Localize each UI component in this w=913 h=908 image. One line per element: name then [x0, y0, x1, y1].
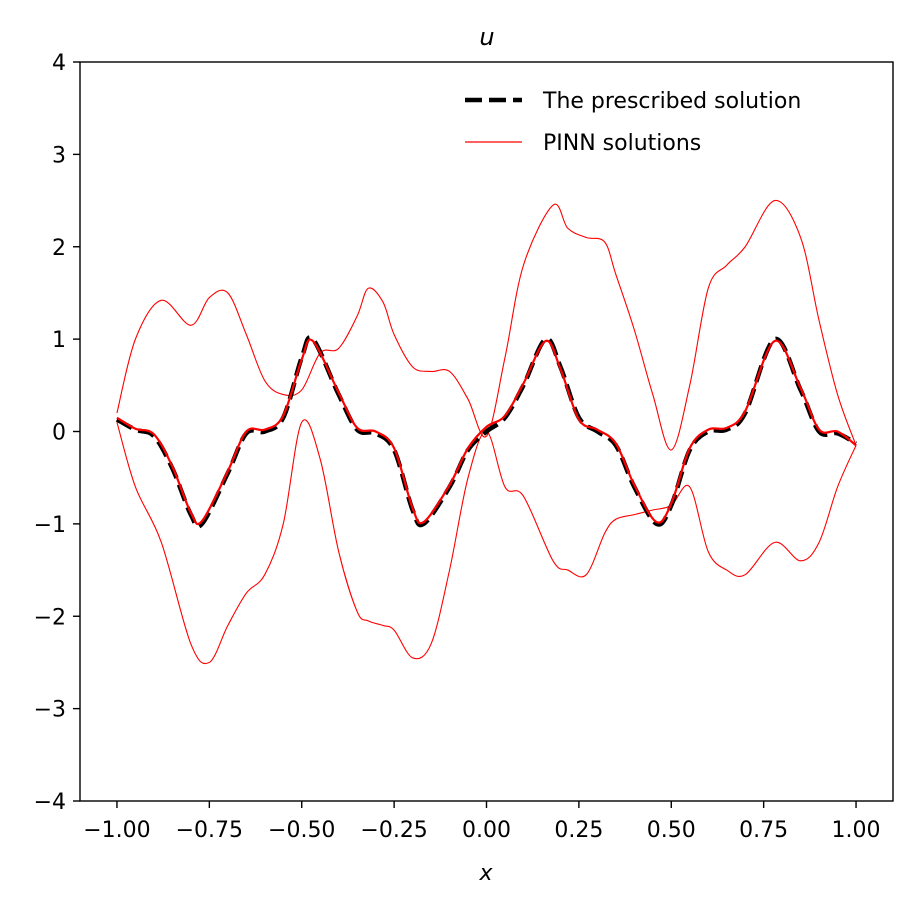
chart-title: u	[479, 23, 494, 51]
y-tick-label: 4	[52, 51, 66, 76]
legend-label-prescribed: The prescribed solution	[542, 89, 801, 114]
y-tick-label: −1	[34, 513, 66, 538]
y-tick-label: −3	[34, 698, 66, 723]
x-tick-label: 0.25	[554, 818, 603, 843]
y-tick-label: 0	[52, 421, 66, 446]
x-tick-label: −0.25	[360, 818, 427, 843]
x-axis-label: x	[478, 861, 493, 886]
x-tick-label: 0.75	[739, 818, 788, 843]
y-tick-label: −4	[34, 790, 66, 815]
x-tick-label: −1.00	[83, 818, 150, 843]
y-tick-label: −2	[34, 605, 66, 630]
series-line-pinn	[116, 338, 857, 526]
x-tick-label: 0.00	[462, 818, 511, 843]
x-tick-label: 1.00	[832, 818, 881, 843]
series-line-pinn	[116, 200, 857, 451]
legend: The prescribed solution PINN solutions	[465, 89, 801, 156]
x-axis: −1.00 −0.75 −0.50 −0.25 0.00 0.25 0.50 0.75 1.00	[83, 801, 881, 843]
y-tick-label: 1	[52, 328, 66, 353]
y-axis: −4 −3 −2 −1 0 1 2 3 4	[34, 51, 80, 815]
x-tick-label: 0.50	[647, 818, 696, 843]
y-tick-label: 3	[52, 143, 66, 168]
legend-label-pinn: PINN solutions	[543, 131, 701, 156]
x-tick-label: −0.75	[176, 818, 243, 843]
series-line-pinn	[116, 419, 857, 665]
y-tick-label: 2	[52, 236, 66, 261]
series-layer	[115, 200, 858, 665]
x-tick-label: −0.50	[268, 818, 335, 843]
